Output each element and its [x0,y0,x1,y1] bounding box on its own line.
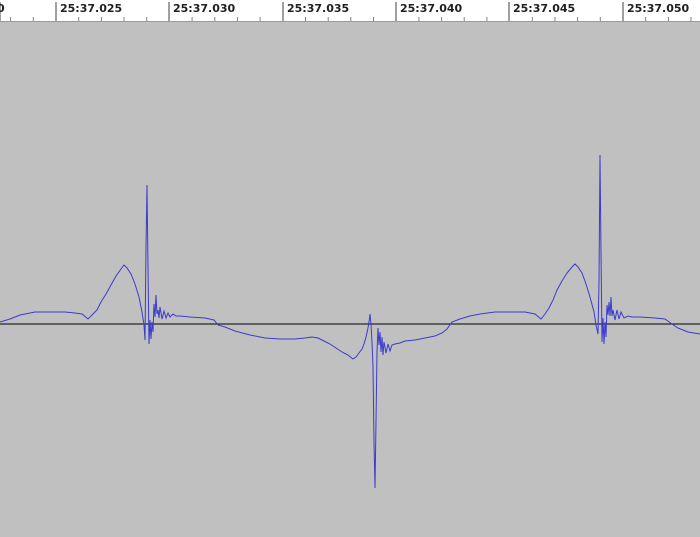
ruler-label-start: 0 [0,3,5,15]
ruler-label-035: 25:37.035 [287,2,350,15]
ruler-label-040: 25:37.040 [400,2,463,15]
timeline-ruler[interactable]: 0 25:37.025 25:37.030 25:37.035 25:37.04… [0,0,700,22]
ruler-label-025: 25:37.025 [60,2,123,15]
ruler-label-045: 25:37.045 [513,2,576,15]
waveform-track[interactable] [0,22,700,537]
waveform-line [0,154,700,489]
ruler-label-030: 25:37.030 [173,2,236,15]
ruler-ticks [0,2,692,21]
ruler-label-050: 25:37.050 [627,2,690,15]
waveform-canvas [0,154,700,489]
